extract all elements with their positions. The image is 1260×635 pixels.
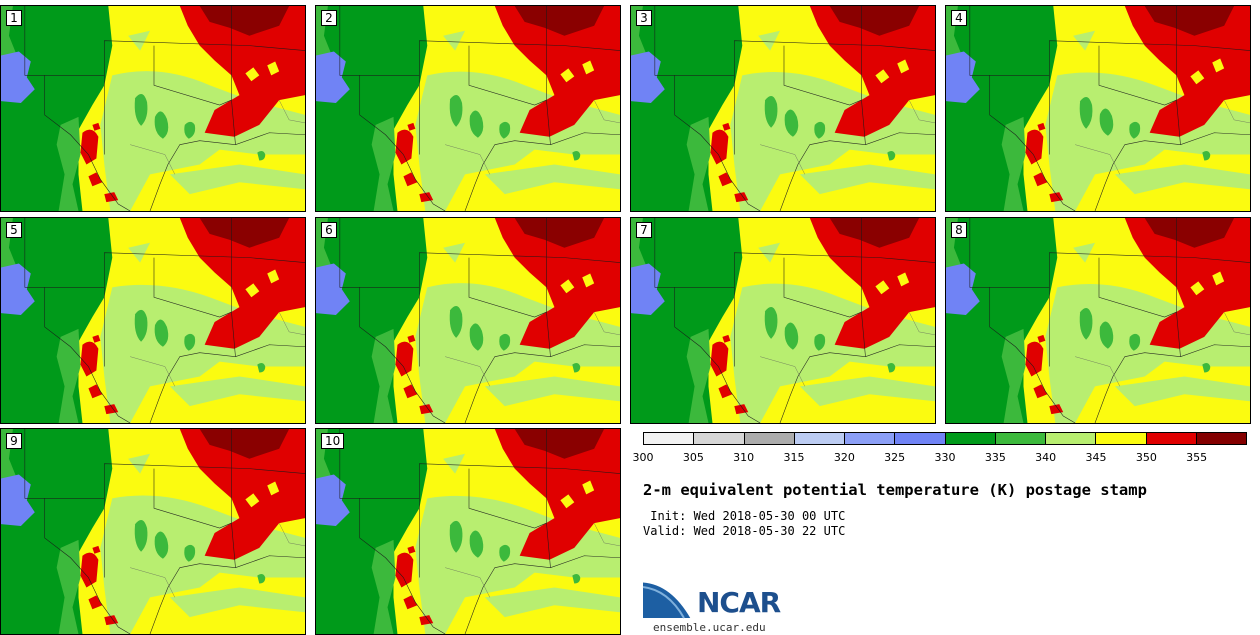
colorbar-segment [945, 433, 996, 444]
colorbar-tick-label: 305 [682, 451, 704, 464]
ncar-logo-icon [642, 579, 694, 619]
panel-label: 8 [951, 222, 967, 238]
panel-label: 3 [636, 10, 652, 26]
colorbar-tick-label: 345 [1085, 451, 1107, 464]
colorbar-segment [744, 433, 795, 444]
logo-text: NCAR [697, 586, 781, 619]
colorbar-segment [845, 433, 896, 444]
colorbar-segment [794, 433, 845, 444]
colorbar-tick-label: 325 [884, 451, 906, 464]
map-panel-2: 2 [315, 5, 621, 212]
map-panel-7: 7 [630, 217, 936, 424]
map-panel-3: 3 [630, 5, 936, 212]
colorbar [643, 432, 1247, 445]
panel-label: 2 [321, 10, 337, 26]
panel-label: 10 [321, 433, 345, 449]
map-panel-5: 5 [0, 217, 306, 424]
colorbar-segment [1146, 433, 1197, 444]
init-time: Init: Wed 2018-05-30 00 UTC [643, 509, 846, 523]
chart-title: 2-m equivalent potential temperature (K)… [643, 481, 1147, 499]
panel-label: 4 [951, 10, 967, 26]
colorbar-tick-label: 340 [1035, 451, 1057, 464]
colorbar-tick-label: 350 [1135, 451, 1157, 464]
colorbar-tick-label: 320 [833, 451, 855, 464]
colorbar-segment [1096, 433, 1147, 444]
url-text: ensemble.ucar.edu [653, 621, 766, 634]
panel-label: 1 [6, 10, 22, 26]
panel-label: 5 [6, 222, 22, 238]
colorbar-segment [1046, 433, 1097, 444]
colorbar-segment [1196, 433, 1246, 444]
panel-label: 6 [321, 222, 337, 238]
colorbar-tick-label: 335 [984, 451, 1006, 464]
colorbar-tick-label: 315 [783, 451, 805, 464]
colorbar-segment [694, 433, 745, 444]
colorbar-segment [995, 433, 1046, 444]
valid-time: Valid: Wed 2018-05-30 22 UTC [643, 524, 846, 538]
map-panel-4: 4 [945, 5, 1251, 212]
map-panel-8: 8 [945, 217, 1251, 424]
panel-label: 7 [636, 222, 652, 238]
colorbar-tick-label: 300 [632, 451, 654, 464]
panel-label: 9 [6, 433, 22, 449]
map-panel-1: 1 [0, 5, 306, 212]
colorbar-segment [644, 433, 695, 444]
map-panel-9: 9 [0, 428, 306, 635]
colorbar-segment [895, 433, 946, 444]
map-panel-6: 6 [315, 217, 621, 424]
colorbar-tick-label: 310 [733, 451, 755, 464]
map-panel-10: 10 [315, 428, 621, 635]
colorbar-tick-label: 355 [1186, 451, 1208, 464]
colorbar-tick-label: 330 [934, 451, 956, 464]
